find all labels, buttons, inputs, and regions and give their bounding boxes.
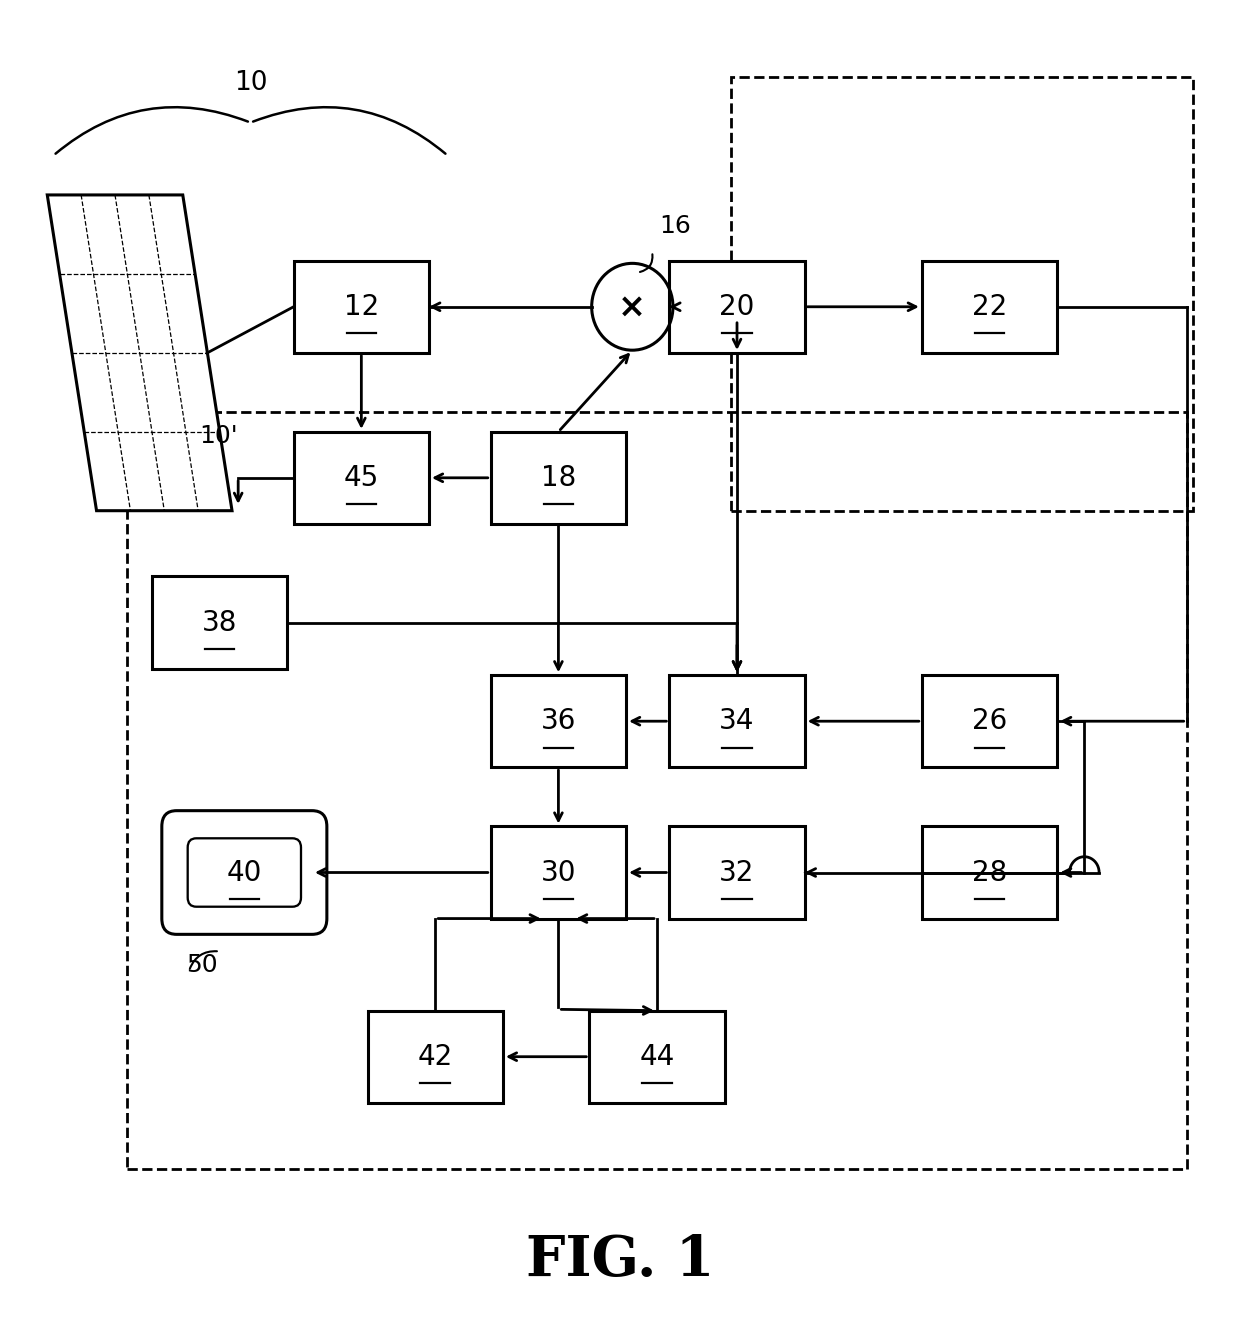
Bar: [670, 675, 805, 767]
Bar: [589, 1010, 724, 1103]
Text: 22: 22: [972, 293, 1007, 320]
Text: 36: 36: [541, 707, 577, 735]
Bar: [921, 261, 1058, 352]
Text: 30: 30: [541, 858, 577, 887]
Text: 40: 40: [227, 858, 262, 887]
Bar: [153, 576, 288, 669]
Text: 10': 10': [198, 424, 237, 448]
Text: 12: 12: [343, 293, 379, 320]
Bar: [294, 261, 429, 352]
Circle shape: [591, 263, 673, 350]
Text: 44: 44: [640, 1043, 675, 1071]
Text: 16: 16: [660, 214, 691, 238]
Text: 18: 18: [541, 463, 577, 491]
Text: FIG. 1: FIG. 1: [526, 1233, 714, 1288]
Bar: [670, 826, 805, 919]
Text: 28: 28: [972, 858, 1007, 887]
Bar: [730, 77, 1193, 511]
FancyBboxPatch shape: [161, 810, 327, 935]
Bar: [128, 412, 1187, 1169]
Bar: [491, 675, 626, 767]
Bar: [491, 432, 626, 524]
Bar: [367, 1010, 503, 1103]
Text: 50: 50: [186, 952, 218, 977]
Bar: [294, 432, 429, 524]
Bar: [670, 261, 805, 352]
Bar: [491, 826, 626, 919]
Text: 20: 20: [719, 293, 755, 320]
Text: 38: 38: [202, 609, 237, 637]
Polygon shape: [47, 195, 232, 511]
Text: 10: 10: [234, 70, 268, 97]
Text: ×: ×: [619, 290, 646, 323]
Text: 45: 45: [343, 463, 379, 491]
Text: 26: 26: [972, 707, 1007, 735]
Bar: [921, 826, 1058, 919]
Text: 34: 34: [719, 707, 755, 735]
FancyBboxPatch shape: [187, 838, 301, 907]
Text: 32: 32: [719, 858, 755, 887]
Bar: [921, 675, 1058, 767]
Text: 42: 42: [418, 1043, 453, 1071]
